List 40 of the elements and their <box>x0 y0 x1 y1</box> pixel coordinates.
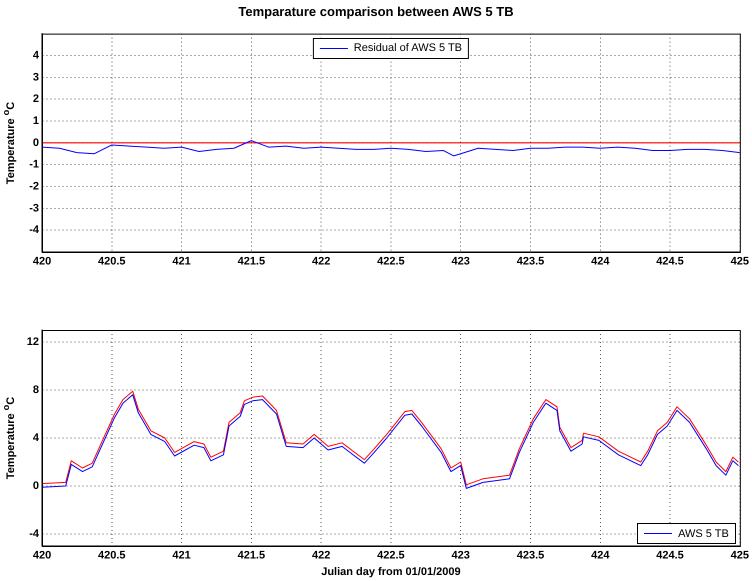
x-tick-label: 423 <box>452 256 470 268</box>
x-tick-label: 422 <box>312 256 330 268</box>
x-tick-label: 420 <box>32 256 52 268</box>
x-tick-label: 422 <box>312 550 330 562</box>
x-tick-label: 424.5 <box>656 256 684 268</box>
x-tick-label: 424 <box>591 550 610 562</box>
x-tick-label: 421 <box>172 256 191 268</box>
y-tick-label: 0 <box>32 480 39 492</box>
x-tick-label: 421.5 <box>238 256 266 268</box>
y-tick-label: -1 <box>29 158 39 171</box>
y-tick-label: 2 <box>32 93 39 106</box>
x-tick-label: 423.5 <box>516 256 544 268</box>
y-tick-label: -4 <box>29 528 40 540</box>
x-tick-label: 422.5 <box>377 550 405 562</box>
y-tick-label: 12 <box>26 336 39 348</box>
legend-label: AWS 5 TB <box>678 528 729 540</box>
legend-label: Residual of AWS 5 TB <box>354 42 462 54</box>
x-tick-label: 420.5 <box>98 550 126 562</box>
y-tick-label: -2 <box>29 180 39 193</box>
x-tick-label: 424 <box>591 256 610 268</box>
x-tick-label: 423.5 <box>516 550 544 562</box>
y-tick-label: -4 <box>29 224 40 236</box>
y-tick-label: 8 <box>32 384 39 396</box>
chart-title: Temparature comparison between AWS 5 TB <box>237 3 515 21</box>
y-tick-label: 1 <box>32 114 39 127</box>
y-tick-label: 0 <box>32 136 39 149</box>
x-tick-label: 423 <box>452 550 470 562</box>
y-tick-label: 4 <box>32 432 40 444</box>
x-tick-label: 424.5 <box>656 550 684 562</box>
x-tick-label: 421.5 <box>238 550 266 562</box>
x-tick-label: 421 <box>172 550 191 562</box>
x-tick-label: 420 <box>32 550 52 562</box>
x-tick-label: 425 <box>730 550 750 562</box>
x-tick-label: 425 <box>730 256 750 268</box>
x-axis-title: Julian day from 01/01/2009 <box>321 566 461 578</box>
x-tick-label: 422.5 <box>377 256 405 268</box>
y-tick-label: 3 <box>32 71 39 84</box>
y-tick-label: -3 <box>29 202 39 214</box>
x-tick-label: 420.5 <box>98 256 126 268</box>
y-tick-label: 4 <box>32 49 40 62</box>
